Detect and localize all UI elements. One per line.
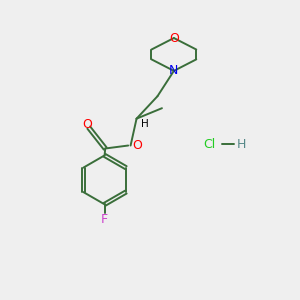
Text: N: N xyxy=(169,64,178,77)
Text: Cl: Cl xyxy=(204,137,216,151)
Text: H: H xyxy=(236,137,246,151)
Text: O: O xyxy=(132,139,142,152)
Text: O: O xyxy=(169,32,179,44)
Text: H: H xyxy=(141,119,149,129)
Text: O: O xyxy=(82,118,92,130)
Text: F: F xyxy=(101,213,108,226)
